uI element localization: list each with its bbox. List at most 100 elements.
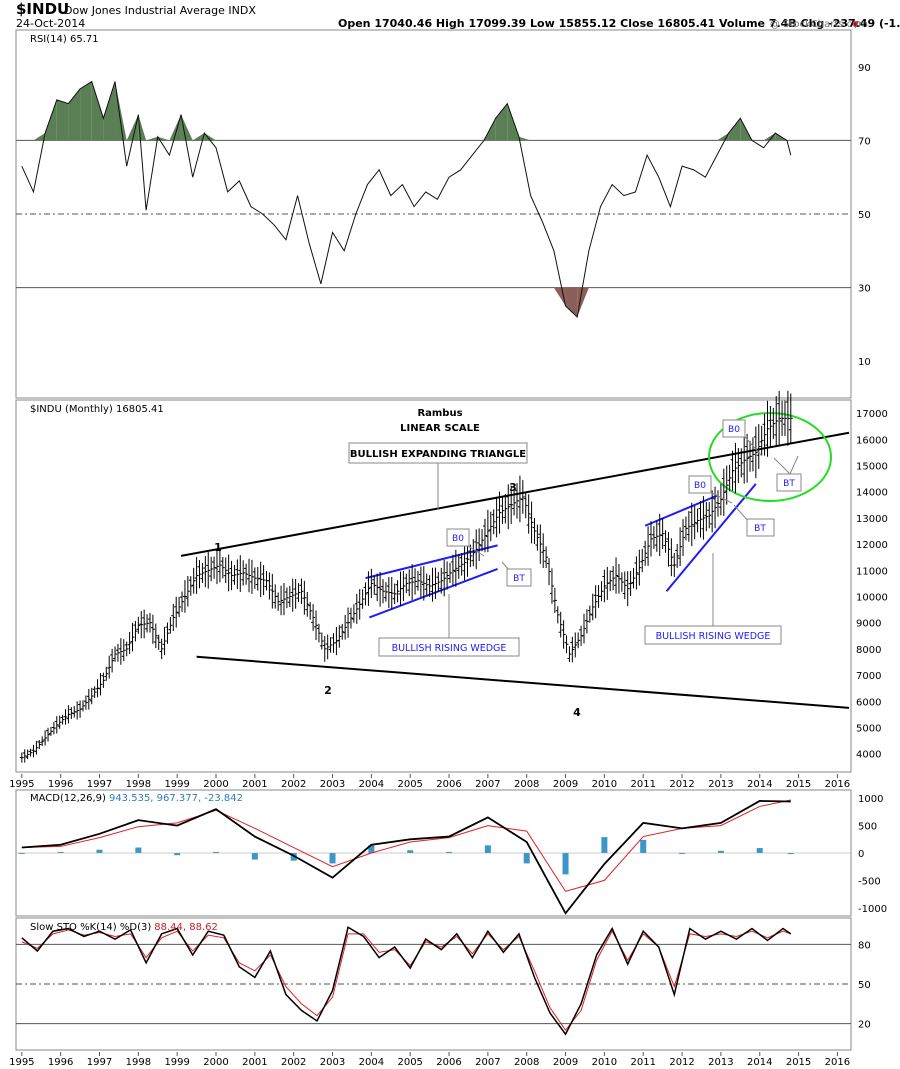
stochastic-ytick: 50	[858, 980, 871, 991]
macd-histogram-bar	[213, 851, 220, 853]
time-tick-label: 2009	[553, 1057, 578, 1068]
macd-histogram-bar	[523, 853, 530, 864]
bt-callout-3: BT	[773, 455, 802, 492]
time-tick-label: 2005	[397, 1057, 422, 1068]
rsi-line	[21, 80, 792, 319]
macd-histogram-bar	[787, 853, 794, 855]
macd-legend-values: 943.535, 967.377, -23.842	[109, 793, 243, 804]
time-tick-label: 2008	[514, 779, 539, 790]
bo-label-2: B0	[694, 481, 706, 491]
bo-callout-3: B0	[722, 419, 763, 457]
time-tick-label: 2007	[475, 1057, 500, 1068]
time-tick-label: 2011	[630, 779, 655, 790]
point-3-label: 3	[509, 481, 517, 494]
rsi-ytick: 90	[858, 63, 871, 74]
chart-date: 24-Oct-2014	[16, 17, 85, 30]
macd-signal-line	[21, 799, 791, 892]
macd-histogram-bar	[601, 837, 608, 853]
price-ytick: 4000	[856, 750, 881, 761]
wedge-1-lower	[369, 568, 498, 619]
time-tick-label: 2006	[436, 779, 461, 790]
rsi-overbought-area	[146, 136, 158, 141]
time-tick-label: 2015	[786, 779, 811, 790]
price-ytick: 7000	[856, 671, 881, 682]
macd-histogram-bar	[640, 839, 647, 853]
time-tick-label: 1996	[48, 779, 73, 790]
macd-histogram-bar	[756, 848, 763, 853]
stochastic-legend-name: Slow STO %K(14) %D(3)	[30, 922, 151, 933]
macd-legend-name: MACD(12,26,9)	[30, 793, 106, 804]
triangle-lower-line	[196, 655, 850, 709]
price-ytick: 15000	[856, 461, 888, 472]
time-tick-label: 2000	[203, 1057, 228, 1068]
time-tick-label: 2014	[747, 779, 772, 790]
time-tick-label: 2003	[320, 779, 345, 790]
time-tick-label: 2002	[281, 779, 306, 790]
macd-histogram-bar	[96, 849, 103, 853]
down-arrow-icon: ▼	[852, 20, 859, 30]
macd-ytick: 0	[858, 849, 864, 860]
macd-ytick: 500	[858, 822, 877, 833]
macd-histogram-bar	[290, 853, 297, 861]
bt-label-3: BT	[783, 479, 795, 489]
macd-histogram-bar	[679, 853, 686, 854]
rsi-overbought-area	[68, 88, 81, 141]
stochastic-legend: Slow STO %K(14) %D(3) 88.44, 88.62	[30, 922, 218, 933]
stochastic-ytick: 20	[858, 1020, 871, 1031]
macd-histogram-bar	[484, 845, 491, 853]
macd-legend: MACD(12,26,9) 943.535, 967.377, -23.842	[30, 793, 243, 804]
time-tick-label: 2003	[320, 1057, 345, 1068]
stochastic-panel: 80 50 20	[16, 926, 871, 1036]
time-tick-label: 1996	[48, 1057, 73, 1068]
macd-histogram-bar	[57, 851, 64, 853]
time-tick-label: 2004	[359, 1057, 384, 1068]
time-tick-label: 2012	[669, 1057, 694, 1068]
macd-histogram-bar	[18, 853, 25, 854]
time-tick-label: 2010	[592, 1057, 617, 1068]
linear-scale-label: LINEAR SCALE	[400, 423, 480, 434]
price-ytick: 14000	[856, 488, 888, 499]
time-tick-label: 2011	[630, 1057, 655, 1068]
time-tick-label: 1999	[164, 1057, 189, 1068]
time-tick-label: 1995	[9, 1057, 34, 1068]
rsi-overbought-area	[91, 81, 104, 141]
time-axis-lower: 1995 1996 1997 1998 1999 2000 2001 2002 2003 2004…	[9, 1052, 850, 1068]
macd-histogram-bar	[407, 850, 414, 853]
rsi-overbought-area	[728, 118, 741, 141]
wedge-label-1: BULLISH RISING WEDGE	[392, 643, 507, 654]
time-tick-label: 2013	[708, 1057, 733, 1068]
time-tick-label: 2014	[747, 1057, 772, 1068]
point-2-label: 2	[324, 684, 332, 697]
point-4-label: 4	[573, 706, 581, 719]
bt-callout-1: BT	[501, 561, 532, 587]
triangle-upper-line	[180, 431, 850, 557]
time-tick-label: 2002	[281, 1057, 306, 1068]
macd-histogram-bar	[251, 853, 258, 860]
bt-label-2: BT	[754, 524, 766, 534]
rsi-overbought-area	[56, 99, 69, 141]
time-tick-label: 1998	[126, 779, 151, 790]
rsi-overbought-area	[518, 136, 531, 141]
time-tick-label: 2015	[786, 1057, 811, 1068]
rsi-overbought-area	[157, 136, 170, 141]
price-ytick: 13000	[856, 514, 888, 525]
price-ytick: 9000	[856, 619, 881, 630]
time-tick-label: 2010	[592, 779, 617, 790]
rsi-overbought-area	[45, 99, 57, 141]
macd-histogram-bar	[135, 847, 142, 853]
macd-histogram-bar	[368, 845, 375, 853]
point-1-label: 1	[214, 541, 222, 554]
symbol: $INDU	[16, 0, 69, 18]
time-tick-label: 2013	[708, 779, 733, 790]
macd-line	[21, 800, 791, 915]
time-tick-label: 1997	[87, 1057, 112, 1068]
macd-histogram-bar	[562, 853, 569, 875]
time-tick-label: 2001	[242, 1057, 267, 1068]
macd-histogram-bar	[717, 850, 724, 853]
macd-histogram-bar	[446, 851, 453, 853]
stochastic-legend-values: 88.44, 88.62	[154, 922, 218, 933]
price-ytick: 5000	[856, 723, 881, 734]
rsi-overbought-area	[80, 81, 92, 141]
rsi-overbought-area	[103, 81, 116, 141]
